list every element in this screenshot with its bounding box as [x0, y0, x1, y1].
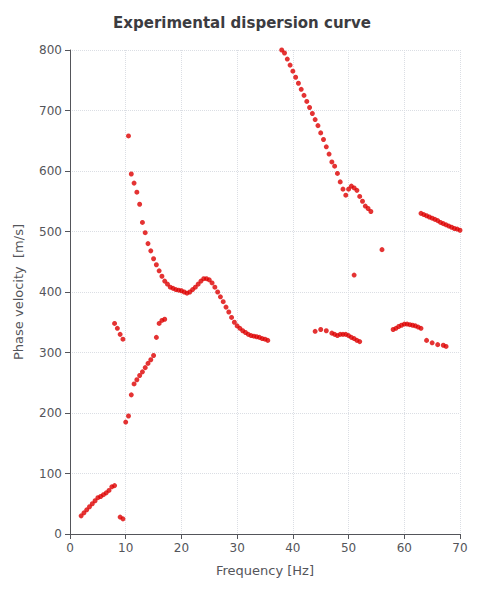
svg-text:70: 70	[452, 541, 467, 555]
svg-text:600: 600	[39, 164, 62, 178]
svg-text:Phase velocity [m/s]: Phase velocity [m/s]	[11, 224, 26, 360]
svg-text:Frequency [Hz]: Frequency [Hz]	[216, 563, 314, 578]
svg-text:10: 10	[118, 541, 133, 555]
svg-text:0: 0	[66, 541, 74, 555]
svg-text:100: 100	[39, 467, 62, 481]
svg-text:200: 200	[39, 406, 62, 420]
svg-text:50: 50	[341, 541, 356, 555]
svg-text:700: 700	[39, 104, 62, 118]
svg-text:0: 0	[54, 527, 62, 541]
svg-text:800: 800	[39, 43, 62, 57]
svg-text:Experimental dispersion curve: Experimental dispersion curve	[113, 14, 371, 32]
svg-text:60: 60	[397, 541, 412, 555]
svg-text:300: 300	[39, 346, 62, 360]
svg-text:400: 400	[39, 285, 62, 299]
svg-text:20: 20	[174, 541, 189, 555]
svg-text:40: 40	[285, 541, 300, 555]
svg-text:500: 500	[39, 225, 62, 239]
svg-text:30: 30	[230, 541, 245, 555]
